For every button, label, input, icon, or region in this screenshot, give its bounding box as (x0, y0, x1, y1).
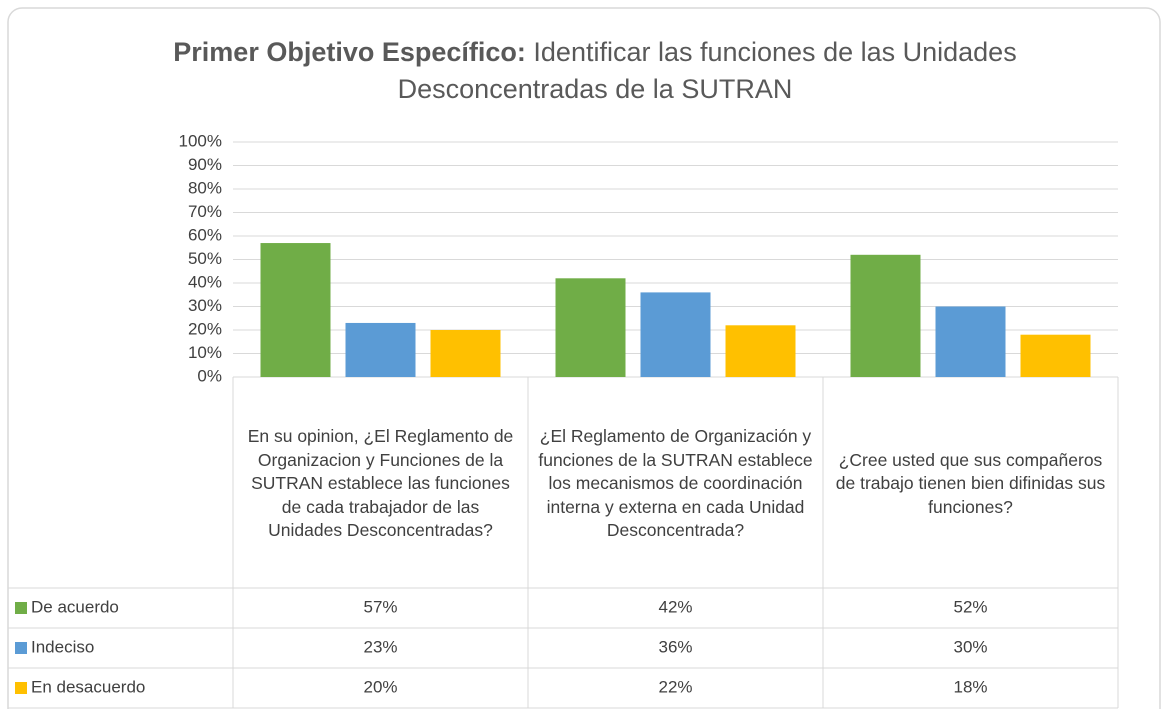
bar (555, 278, 626, 377)
y-tick-label: 90% (188, 155, 222, 174)
data-label: 52% (953, 597, 987, 616)
bar (640, 292, 711, 377)
data-label: 20% (363, 677, 397, 696)
data-label: 36% (658, 637, 692, 656)
legend-swatch (15, 682, 27, 694)
y-tick-label: 40% (188, 272, 222, 291)
bar (935, 306, 1006, 377)
x-tick-label: ¿Cree usted que sus compañeros de trabaj… (835, 449, 1106, 517)
data-label: 42% (658, 597, 692, 616)
bar (430, 330, 501, 377)
bar (850, 254, 921, 377)
x-tick-label: ¿El Reglamento de Organización y funcion… (538, 426, 813, 541)
y-tick-label: 50% (188, 249, 222, 268)
title-rest: Identificar las funciones de las Unidade… (397, 37, 1017, 104)
data-label: 57% (363, 597, 397, 616)
y-tick-label: 70% (188, 202, 222, 221)
legend-swatch (15, 642, 27, 654)
y-tick-label: 20% (188, 319, 222, 338)
legend-label: En desacuerdo (31, 677, 145, 696)
legend-swatch (15, 602, 27, 614)
chart-title: Primer Objetivo Específico: Identificar … (145, 34, 1045, 108)
data-label: 18% (953, 677, 987, 696)
y-tick-label: 60% (188, 225, 222, 244)
data-label: 22% (658, 677, 692, 696)
bar (1020, 334, 1091, 377)
data-label: 30% (953, 637, 987, 656)
y-tick-label: 100% (179, 131, 222, 150)
bar (260, 243, 331, 377)
legend-label: De acuerdo (31, 597, 119, 616)
y-tick-label: 0% (197, 366, 222, 385)
title-bold: Primer Objetivo Específico: (173, 37, 526, 67)
bar (725, 325, 796, 377)
y-tick-label: 30% (188, 296, 222, 315)
y-tick-label: 80% (188, 178, 222, 197)
y-tick-label: 10% (188, 343, 222, 362)
bar (345, 322, 416, 377)
x-tick-label: En su opinion, ¿El Reglamento de Organiz… (247, 426, 514, 541)
legend-label: Indeciso (31, 637, 94, 656)
data-label: 23% (363, 637, 397, 656)
